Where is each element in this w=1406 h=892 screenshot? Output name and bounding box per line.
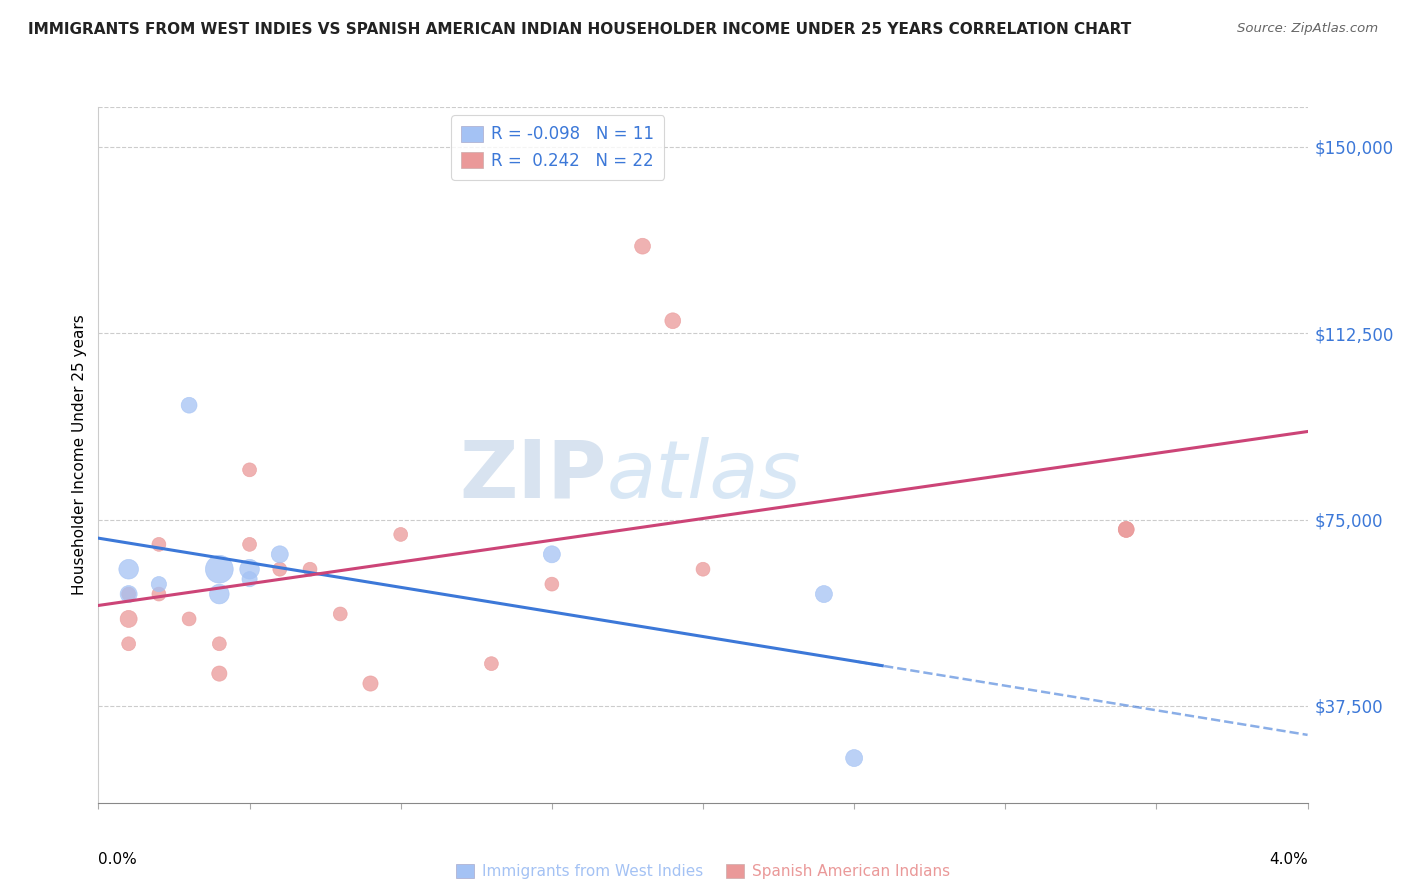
Point — [148, 587, 170, 601]
Point — [481, 657, 503, 671]
Point — [541, 577, 564, 591]
Point — [239, 562, 262, 576]
Point — [844, 751, 866, 765]
Point — [148, 537, 170, 551]
Point — [148, 577, 170, 591]
Point — [239, 572, 262, 586]
Point — [179, 612, 201, 626]
Point — [239, 463, 262, 477]
Y-axis label: Householder Income Under 25 years: Householder Income Under 25 years — [72, 315, 87, 595]
Point — [118, 562, 141, 576]
Point — [239, 537, 262, 551]
Legend: Immigrants from West Indies, Spanish American Indians: Immigrants from West Indies, Spanish Ame… — [450, 858, 956, 886]
Point — [118, 637, 141, 651]
Point — [541, 547, 564, 561]
Point — [118, 587, 141, 601]
Point — [299, 562, 322, 576]
Point — [1115, 523, 1137, 537]
Point — [389, 527, 412, 541]
Point — [269, 562, 291, 576]
Point — [208, 666, 231, 681]
Point — [1115, 523, 1137, 537]
Point — [269, 547, 291, 561]
Point — [208, 587, 231, 601]
Point — [329, 607, 352, 621]
Text: 0.0%: 0.0% — [98, 852, 138, 866]
Point — [360, 676, 382, 690]
Point — [179, 398, 201, 412]
Point — [208, 562, 231, 576]
Text: IMMIGRANTS FROM WEST INDIES VS SPANISH AMERICAN INDIAN HOUSEHOLDER INCOME UNDER : IMMIGRANTS FROM WEST INDIES VS SPANISH A… — [28, 22, 1132, 37]
Text: ZIP: ZIP — [458, 437, 606, 515]
Point — [631, 239, 654, 253]
Text: 4.0%: 4.0% — [1268, 852, 1308, 866]
Point — [662, 314, 685, 328]
Point — [118, 612, 141, 626]
Text: Source: ZipAtlas.com: Source: ZipAtlas.com — [1237, 22, 1378, 36]
Point — [208, 637, 231, 651]
Point — [813, 587, 835, 601]
Point — [692, 562, 714, 576]
Point — [118, 587, 141, 601]
Text: atlas: atlas — [606, 437, 801, 515]
